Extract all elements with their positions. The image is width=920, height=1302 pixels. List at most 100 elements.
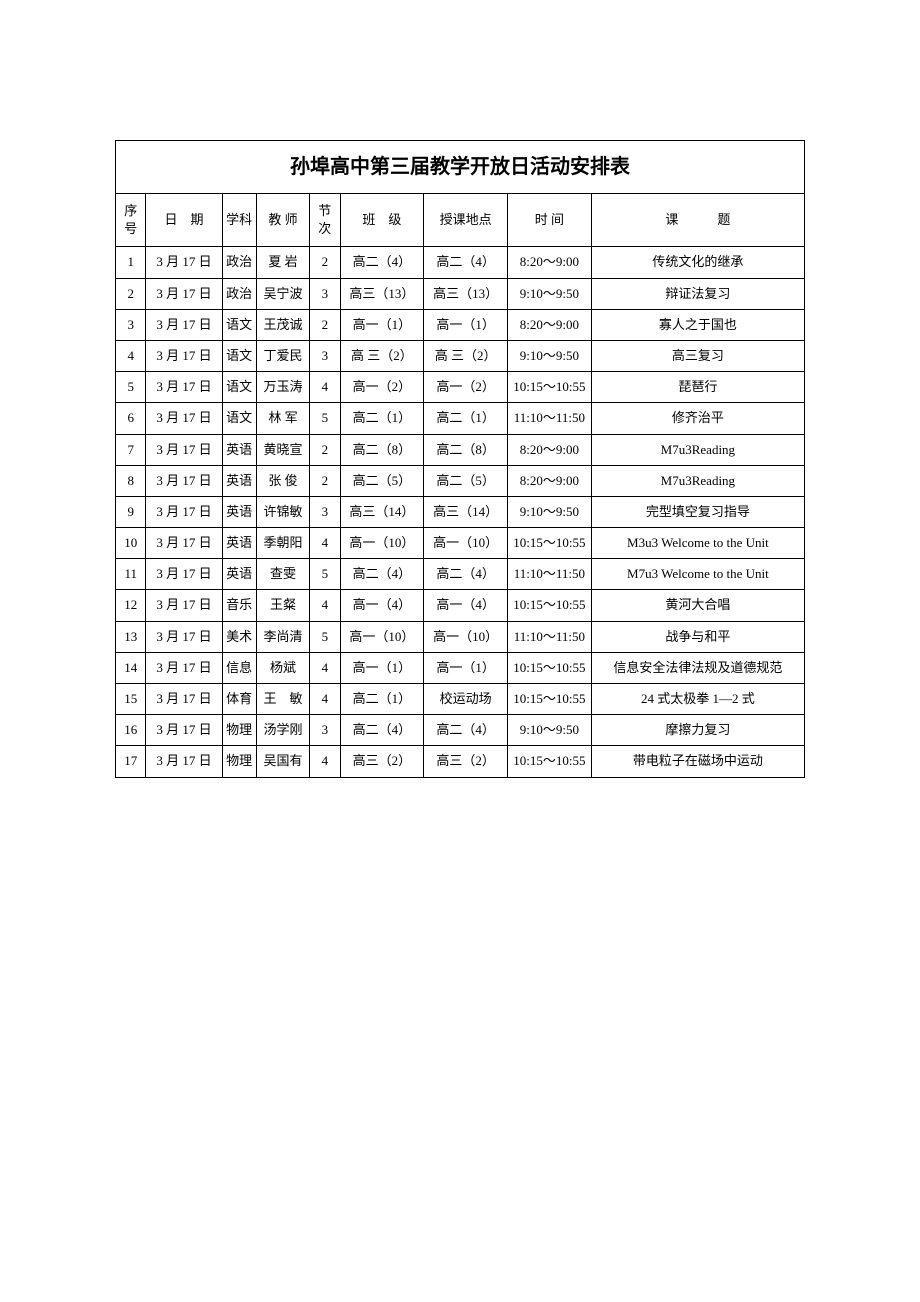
cell-seq: 5: [116, 372, 146, 403]
cell-date: 3 月 17 日: [146, 621, 222, 652]
table-row: 63 月 17 日语文林 军5高二（1）高二（1）11:10～11:50修齐治平: [116, 403, 805, 434]
cell-topic: 24 式太极拳 1—2 式: [591, 684, 804, 715]
table-row: 123 月 17 日音乐王粲4高一（4）高一（4）10:15～10:55黄河大合…: [116, 590, 805, 621]
cell-location: 高一（4）: [424, 590, 508, 621]
table-row: 113 月 17 日英语查雯5高二（4）高二（4）11:10～11:50M7u3…: [116, 559, 805, 590]
cell-topic: 战争与和平: [591, 621, 804, 652]
table-row: 93 月 17 日英语许锦敏3高三（14）高三（14）9:10～9:50完型填空…: [116, 496, 805, 527]
cell-period: 3: [310, 340, 340, 371]
schedule-table: 孙埠高中第三届教学开放日活动安排表 序号 日 期 学科 教 师 节次 班 级 授…: [115, 140, 805, 778]
cell-date: 3 月 17 日: [146, 309, 222, 340]
cell-class: 高二（5）: [340, 465, 424, 496]
cell-topic: 信息安全法律法规及道德规范: [591, 652, 804, 683]
cell-topic: 修齐治平: [591, 403, 804, 434]
table-row: 153 月 17 日体育王 敏4高二（1）校运动场10:15～10:5524 式…: [116, 684, 805, 715]
cell-date: 3 月 17 日: [146, 496, 222, 527]
cell-location: 高 三（2）: [424, 340, 508, 371]
cell-topic: M7u3Reading: [591, 434, 804, 465]
cell-teacher: 王茂诚: [256, 309, 309, 340]
cell-seq: 2: [116, 278, 146, 309]
cell-period: 4: [310, 372, 340, 403]
cell-date: 3 月 17 日: [146, 652, 222, 683]
table-row: 73 月 17 日英语黄晓宣2高二（8）高二（8）8:20～9:00M7u3Re…: [116, 434, 805, 465]
cell-location: 校运动场: [424, 684, 508, 715]
cell-class: 高二（1）: [340, 684, 424, 715]
cell-class: 高二（8）: [340, 434, 424, 465]
cell-teacher: 吴国有: [256, 746, 309, 777]
cell-date: 3 月 17 日: [146, 372, 222, 403]
cell-subject: 物理: [222, 715, 256, 746]
cell-seq: 8: [116, 465, 146, 496]
cell-topic: 高三复习: [591, 340, 804, 371]
cell-class: 高三（2）: [340, 746, 424, 777]
header-date: 日 期: [146, 194, 222, 247]
cell-seq: 9: [116, 496, 146, 527]
cell-subject: 信息: [222, 652, 256, 683]
cell-class: 高三（14）: [340, 496, 424, 527]
cell-class: 高二（1）: [340, 403, 424, 434]
cell-period: 2: [310, 434, 340, 465]
cell-time: 10:15～10:55: [508, 684, 592, 715]
cell-date: 3 月 17 日: [146, 247, 222, 278]
cell-time: 10:15～10:55: [508, 590, 592, 621]
cell-subject: 体育: [222, 684, 256, 715]
cell-teacher: 季朝阳: [256, 528, 309, 559]
header-seq: 序号: [116, 194, 146, 247]
cell-location: 高二（8）: [424, 434, 508, 465]
cell-seq: 13: [116, 621, 146, 652]
cell-period: 5: [310, 403, 340, 434]
cell-subject: 语文: [222, 309, 256, 340]
cell-seq: 10: [116, 528, 146, 559]
cell-date: 3 月 17 日: [146, 278, 222, 309]
table-header-row: 序号 日 期 学科 教 师 节次 班 级 授课地点 时 间 课 题: [116, 194, 805, 247]
cell-subject: 英语: [222, 496, 256, 527]
cell-teacher: 李尚清: [256, 621, 309, 652]
cell-time: 10:15～10:55: [508, 746, 592, 777]
cell-period: 4: [310, 528, 340, 559]
cell-seq: 3: [116, 309, 146, 340]
table-title-row: 孙埠高中第三届教学开放日活动安排表: [116, 141, 805, 194]
cell-period: 3: [310, 715, 340, 746]
table-row: 143 月 17 日信息杨斌4高一（1）高一（1）10:15～10:55信息安全…: [116, 652, 805, 683]
cell-subject: 英语: [222, 434, 256, 465]
cell-teacher: 王 敏: [256, 684, 309, 715]
cell-topic: 寡人之于国也: [591, 309, 804, 340]
cell-subject: 语文: [222, 403, 256, 434]
cell-subject: 语文: [222, 340, 256, 371]
cell-seq: 6: [116, 403, 146, 434]
table-row: 33 月 17 日语文王茂诚2高一（1）高一（1）8:20～9:00寡人之于国也: [116, 309, 805, 340]
cell-location: 高三（13）: [424, 278, 508, 309]
cell-period: 2: [310, 465, 340, 496]
table-row: 83 月 17 日英语张 俊2高二（5）高二（5）8:20～9:00M7u3Re…: [116, 465, 805, 496]
cell-location: 高三（14）: [424, 496, 508, 527]
cell-time: 8:20～9:00: [508, 434, 592, 465]
cell-location: 高一（1）: [424, 652, 508, 683]
cell-teacher: 吴宁波: [256, 278, 309, 309]
cell-subject: 政治: [222, 247, 256, 278]
cell-class: 高 三（2）: [340, 340, 424, 371]
cell-class: 高一（4）: [340, 590, 424, 621]
cell-location: 高一（10）: [424, 528, 508, 559]
cell-class: 高一（1）: [340, 309, 424, 340]
table-row: 163 月 17 日物理汤学刚3高二（4）高二（4）9:10～9:50摩擦力复习: [116, 715, 805, 746]
cell-location: 高二（4）: [424, 559, 508, 590]
cell-time: 9:10～9:50: [508, 278, 592, 309]
cell-date: 3 月 17 日: [146, 434, 222, 465]
cell-location: 高二（1）: [424, 403, 508, 434]
cell-period: 4: [310, 590, 340, 621]
cell-date: 3 月 17 日: [146, 403, 222, 434]
cell-subject: 英语: [222, 465, 256, 496]
header-topic: 课 题: [591, 194, 804, 247]
cell-location: 高一（1）: [424, 309, 508, 340]
cell-subject: 语文: [222, 372, 256, 403]
cell-date: 3 月 17 日: [146, 715, 222, 746]
cell-location: 高一（10）: [424, 621, 508, 652]
cell-topic: 摩擦力复习: [591, 715, 804, 746]
cell-class: 高二（4）: [340, 247, 424, 278]
cell-seq: 11: [116, 559, 146, 590]
cell-topic: 琵琶行: [591, 372, 804, 403]
cell-period: 5: [310, 559, 340, 590]
cell-seq: 4: [116, 340, 146, 371]
cell-class: 高二（4）: [340, 559, 424, 590]
cell-location: 高一（2）: [424, 372, 508, 403]
